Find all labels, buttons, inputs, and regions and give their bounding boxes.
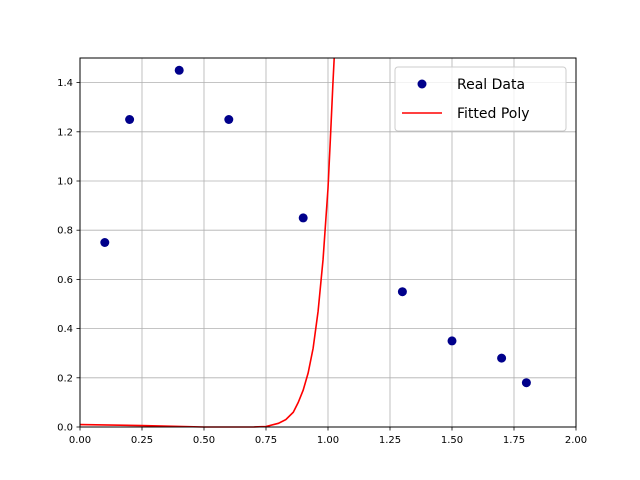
y-tick-label: 0.8 <box>57 226 73 237</box>
real-data-point <box>100 238 110 247</box>
y-tick-label: 0.6 <box>57 275 73 286</box>
real-data-point <box>224 115 234 124</box>
real-data-point <box>521 378 531 388</box>
y-tick-label: 0.4 <box>57 324 73 335</box>
legend: Real Data Fitted Poly <box>394 66 567 132</box>
x-tick-label: 1.50 <box>441 435 463 446</box>
x-tick-label: 2.00 <box>565 435 587 446</box>
y-tick-label: 1.4 <box>57 78 73 89</box>
real-data-point <box>174 65 184 75</box>
y-tick-label: 1.2 <box>57 127 73 138</box>
y-tick-label: 0.2 <box>57 373 73 384</box>
x-tick-label: 1.25 <box>379 435 401 446</box>
x-tick-label: 0.25 <box>131 435 153 446</box>
y-axis: 0.0 0.2 0.4 0.6 0.8 1.0 1.2 1.4 <box>57 78 80 434</box>
x-tick-label: 0.75 <box>255 435 277 446</box>
real-data-point <box>125 115 135 124</box>
y-tick-label: 1.0 <box>57 177 73 188</box>
legend-box <box>394 66 567 132</box>
x-tick-label: 1.00 <box>317 435 339 446</box>
real-data-point <box>447 336 457 346</box>
real-data-point <box>497 353 507 363</box>
x-tick-label: 0.50 <box>193 435 215 446</box>
legend-real-data-label: Real Data <box>457 77 525 93</box>
x-tick-label: 0.00 <box>69 435 91 446</box>
real-data-point <box>397 287 407 297</box>
real-data-point <box>298 213 308 223</box>
x-tick-label: 1.75 <box>503 435 525 446</box>
legend-real-data-marker <box>417 79 427 89</box>
real-data-layer <box>100 65 531 388</box>
y-tick-label: 0.0 <box>57 423 73 434</box>
legend-fitted-poly-label: Fitted Poly <box>457 106 530 122</box>
x-axis: 0.00 0.25 0.50 0.75 1.00 1.25 1.50 1.75 2.00 <box>69 427 587 446</box>
